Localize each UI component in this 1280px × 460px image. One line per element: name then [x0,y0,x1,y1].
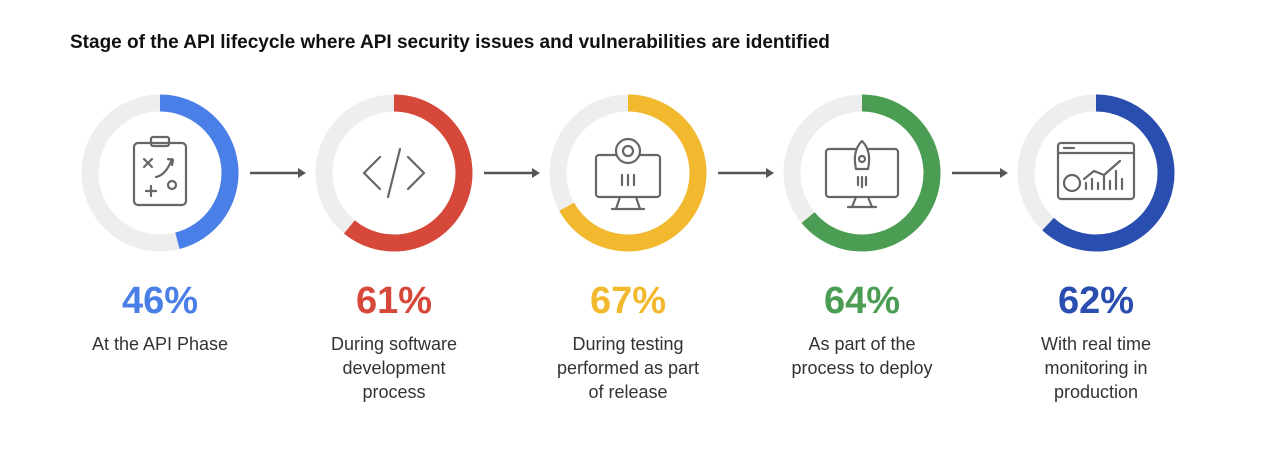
category-label: With real time monitoring in production [1040,334,1152,402]
icon-gear-monitor [594,137,662,211]
donut-arc [559,94,707,252]
donut-arc [343,94,473,252]
icon-code [362,147,426,199]
icon-dashboard [1056,141,1136,201]
category-label: During testing performed as part of rele… [556,334,700,402]
value-label: 67% [589,280,667,322]
donut-arc [801,94,941,252]
donut-arc [159,94,239,250]
value-label: 46% [121,280,199,322]
value-label: 62% [1057,280,1135,322]
arrows [250,168,1008,178]
category-label: During software development process [330,334,458,402]
value-label: 61% [355,280,433,322]
donut-arc [1042,94,1175,252]
icon-clipboard [132,135,188,207]
icon-rocket-monitor [824,139,900,209]
chart-title: Stage of the API lifecycle where API sec… [70,32,830,53]
category-label: As part of the process to deploy [791,334,933,378]
category-label: At the API Phase [91,334,229,354]
value-label: 64% [823,280,901,322]
